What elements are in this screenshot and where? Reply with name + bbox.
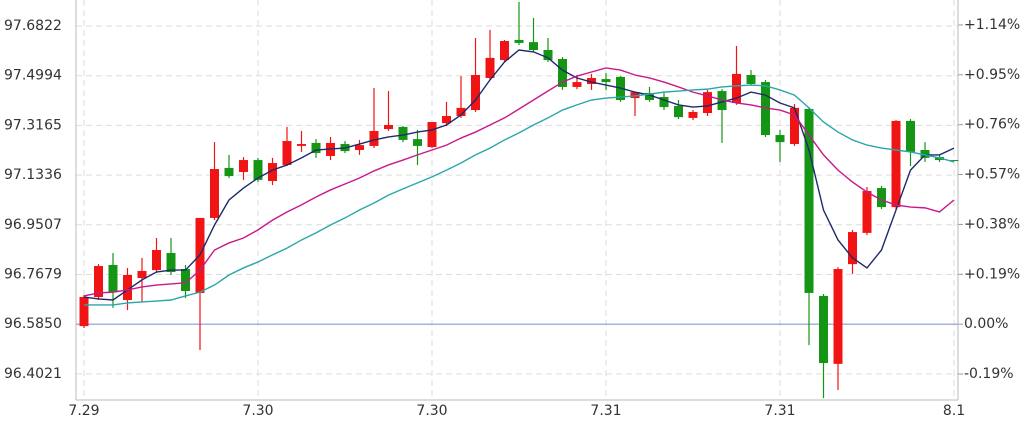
y-tick-label: 97.3165 — [4, 117, 62, 133]
y-tick-label: 96.9507 — [4, 217, 62, 233]
x-tick-label: 8.1 — [943, 403, 965, 419]
x-tick-label: 7.31 — [590, 403, 621, 419]
candle-body — [311, 142, 321, 153]
moving-average-line — [83, 49, 955, 301]
candle-body — [659, 97, 669, 108]
y-tick-label: 96.4021 — [4, 366, 62, 382]
candle-body — [775, 135, 785, 143]
candle-body — [297, 144, 306, 146]
candle-body — [645, 92, 654, 100]
y2-tick-label: +0.57% — [964, 167, 1020, 183]
candle-body — [413, 139, 422, 146]
y2-tick-label: +0.76% — [964, 117, 1020, 133]
y-tick-label: 96.5850 — [4, 316, 62, 332]
candle-body — [558, 58, 567, 87]
candle-body — [848, 232, 857, 265]
x-tick-label: 7.31 — [764, 403, 795, 419]
y2-tick-label: +1.14% — [964, 17, 1020, 33]
candle-body — [355, 145, 364, 150]
candle-body — [485, 57, 495, 78]
candle-body — [862, 191, 872, 233]
candle-body — [804, 108, 814, 293]
candle-body — [790, 107, 799, 145]
candle-body — [543, 50, 553, 61]
candle-body — [833, 269, 843, 364]
candle-body — [688, 111, 698, 118]
candle-body — [891, 120, 901, 208]
candle-body — [79, 297, 89, 327]
candle-body — [427, 122, 437, 148]
x-tick-label: 7.29 — [68, 403, 99, 419]
candle-body — [94, 266, 103, 298]
candle-body — [732, 73, 741, 103]
candle-body — [282, 141, 292, 165]
candle-body — [572, 82, 582, 87]
candle-body — [819, 295, 828, 364]
candle-body — [210, 169, 219, 218]
candle-body — [239, 160, 248, 173]
candle-body — [877, 188, 886, 208]
candle-body — [746, 75, 756, 84]
candle-body — [920, 150, 930, 158]
candle-body — [529, 42, 538, 50]
candle-body — [500, 41, 509, 61]
candle-body — [137, 270, 147, 278]
x-tick-label: 7.30 — [416, 403, 447, 419]
y-tick-label: 97.6822 — [4, 18, 62, 34]
candle-body — [152, 250, 161, 271]
y2-tick-label: +0.38% — [964, 216, 1020, 232]
candle-body — [630, 92, 640, 99]
candle-body — [514, 39, 524, 43]
candle-body — [181, 269, 190, 292]
candle-body — [108, 264, 118, 293]
candle-body — [703, 92, 712, 114]
candle-body — [456, 107, 466, 117]
candle-body — [398, 126, 408, 140]
candle-body — [949, 160, 959, 162]
y2-tick-label: -0.19% — [964, 366, 1014, 382]
y2-tick-label: +0.19% — [964, 266, 1020, 282]
y-tick-label: 97.4994 — [4, 68, 62, 84]
candle-body — [123, 275, 132, 300]
candle-body — [587, 77, 596, 84]
moving-average-line — [84, 84, 955, 306]
candle-body — [166, 252, 176, 273]
candle-body — [674, 105, 683, 118]
candle-body — [384, 125, 393, 130]
candle-body — [471, 75, 480, 111]
moving-average-line — [83, 67, 955, 297]
y-tick-label: 96.7679 — [4, 266, 62, 282]
y2-tick-label: +0.95% — [964, 67, 1020, 83]
candle-body — [601, 79, 611, 83]
y-tick-label: 97.1336 — [4, 167, 62, 183]
candle-body — [369, 130, 379, 146]
y2-tick-label: 0.00% — [964, 316, 1008, 332]
candle-body — [906, 120, 915, 152]
candle-body — [268, 163, 277, 181]
candle-body — [253, 160, 263, 180]
candle-body — [442, 116, 451, 124]
x-tick-label: 7.30 — [242, 403, 273, 419]
candle-body — [224, 167, 234, 177]
